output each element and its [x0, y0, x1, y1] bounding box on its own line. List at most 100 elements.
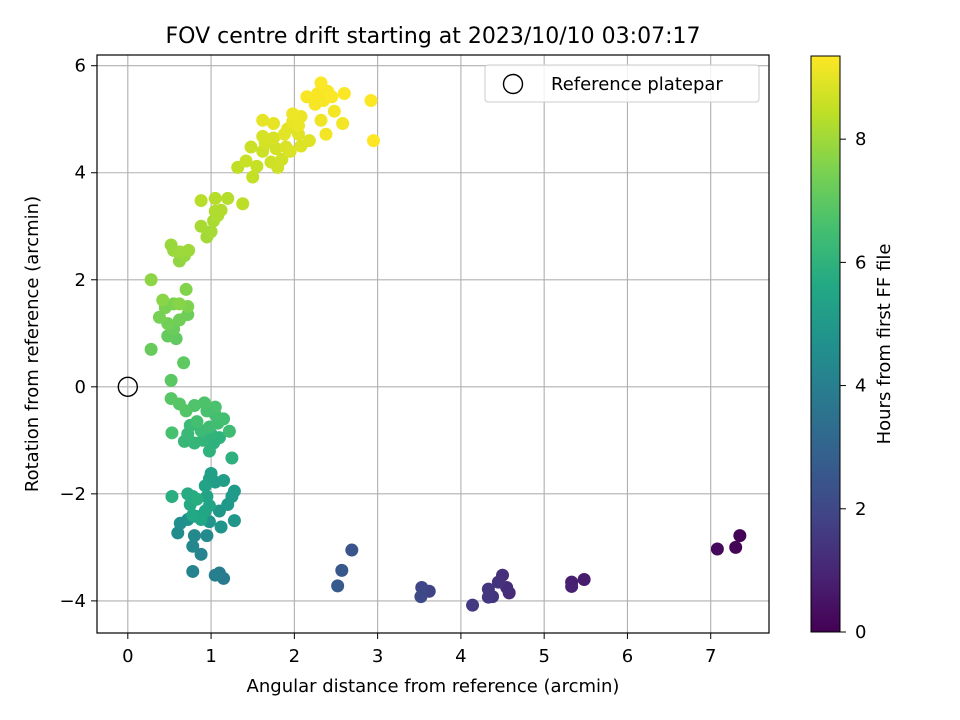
data-point — [190, 492, 204, 506]
data-point — [311, 87, 325, 101]
data-point — [250, 159, 264, 173]
x-tick-label: 6 — [622, 646, 633, 667]
data-point — [286, 107, 300, 121]
data-point — [337, 87, 351, 101]
data-point — [208, 568, 222, 582]
data-point — [319, 127, 333, 141]
colorbar-tick-label: 0 — [855, 622, 866, 643]
legend-box — [484, 64, 760, 103]
y-tick-label: 6 — [75, 56, 86, 77]
data-point — [214, 520, 228, 534]
data-point — [256, 113, 270, 127]
y-axis-label: Rotation from reference (arcmin) — [22, 196, 43, 492]
x-tick-label: 4 — [455, 646, 466, 667]
data-point — [269, 142, 283, 156]
data-point — [335, 563, 349, 577]
data-point — [197, 396, 211, 410]
data-point — [164, 392, 178, 406]
data-point — [208, 400, 222, 414]
data-point — [200, 529, 214, 543]
colorbar-tick-label: 6 — [855, 252, 866, 273]
data-point — [165, 490, 179, 504]
legend-marker — [502, 73, 524, 95]
legend-label: Reference platepar — [551, 74, 723, 95]
data-point — [267, 131, 281, 145]
x-axis-ticks: 0 1 2 3 4 5 6 7 — [122, 633, 716, 667]
x-tick-label: 5 — [538, 646, 549, 667]
data-point — [227, 484, 241, 498]
data-point — [177, 356, 191, 370]
data-point — [491, 575, 505, 589]
y-tick-label: 0 — [75, 377, 86, 398]
data-point — [152, 310, 166, 324]
data-point — [208, 191, 222, 205]
y-axis-ticks: −4 −2 0 2 4 6 — [59, 56, 97, 612]
data-point — [277, 127, 291, 141]
data-point — [204, 225, 218, 239]
data-point — [275, 152, 289, 166]
data-point — [256, 129, 270, 143]
data-point — [172, 313, 186, 327]
data-point — [194, 219, 208, 233]
x-tick-label: 0 — [122, 646, 133, 667]
colorbar-tick-label: 4 — [855, 376, 866, 397]
data-point — [244, 140, 258, 154]
data-point — [144, 273, 158, 287]
x-tick-label: 3 — [372, 646, 383, 667]
data-point — [227, 514, 241, 528]
data-point — [314, 76, 328, 90]
colorbar-ticks: 0 2 4 6 8 — [840, 129, 866, 643]
data-point — [325, 90, 339, 104]
data-point — [186, 539, 200, 553]
data-point — [300, 90, 314, 104]
data-point — [308, 97, 322, 111]
data-point — [364, 93, 378, 107]
data-point — [314, 113, 328, 127]
x-axis-label: Angular distance from reference (arcmin) — [247, 676, 620, 697]
data-point — [164, 238, 178, 252]
plot-frame — [96, 54, 770, 634]
data-point — [194, 194, 208, 208]
data-point — [466, 598, 480, 612]
y-tick-label: 4 — [75, 163, 86, 184]
data-point — [246, 170, 260, 184]
data-point — [194, 547, 208, 561]
data-point — [345, 543, 359, 557]
data-point — [236, 197, 250, 211]
data-point — [165, 426, 179, 440]
data-point — [283, 144, 297, 158]
data-point — [198, 479, 212, 493]
data-point — [414, 590, 428, 604]
data-point — [214, 203, 228, 217]
data-point — [239, 154, 253, 168]
data-point — [729, 540, 743, 554]
data-point — [221, 191, 235, 205]
data-point — [190, 415, 204, 429]
data-point — [187, 529, 201, 543]
data-point — [187, 436, 201, 450]
data-point — [179, 282, 193, 296]
legend: Reference platepar — [484, 64, 760, 103]
data-point — [225, 451, 239, 465]
colorbar-tick-label: 8 — [855, 129, 866, 150]
data-point — [144, 342, 158, 356]
data-points — [117, 76, 747, 612]
data-point — [182, 243, 196, 257]
x-tick-label: 1 — [205, 646, 216, 667]
colorbar-tick-label: 2 — [855, 499, 866, 520]
data-point — [222, 424, 236, 438]
data-point — [156, 293, 170, 307]
x-tick-label: 7 — [705, 646, 716, 667]
chart-title: FOV centre drift starting at 2023/10/10 … — [166, 24, 701, 49]
data-point — [172, 297, 186, 311]
data-point — [164, 373, 178, 387]
colorbar-label: Hours from first FF file — [874, 244, 895, 445]
y-tick-label: −2 — [59, 484, 86, 505]
data-point — [186, 564, 200, 578]
data-point — [331, 579, 345, 593]
colorbar — [810, 55, 841, 633]
data-point — [202, 444, 216, 458]
data-point — [327, 104, 341, 118]
data-point — [186, 508, 200, 522]
